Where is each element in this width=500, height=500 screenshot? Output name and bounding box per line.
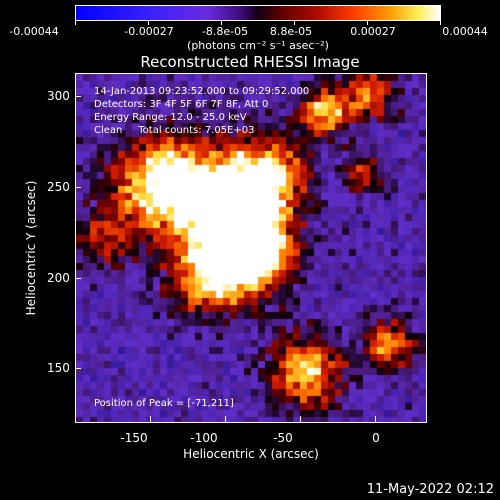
plot-title: Reconstructed RHESSI Image (140, 53, 360, 71)
y-axis-label: Heliocentric Y (arcsec) (24, 180, 38, 316)
colorbar-tick (294, 21, 295, 25)
x-tick-mark (300, 416, 301, 422)
x-tick-mark (375, 416, 376, 422)
info-line-energy-range: Energy Range: 12.0 - 25.0 keV (94, 112, 247, 123)
colorbar-tick-label: -8.8e-05 (201, 25, 249, 38)
colorbar (75, 5, 441, 25)
colorbar-tick-label: -0.00027 (124, 25, 174, 38)
render-timestamp: 11-May-2022 02:12 (366, 482, 494, 497)
colorbar-tick (148, 21, 149, 25)
colorbar-tick (367, 21, 368, 25)
colorbar-tick-label: 0.00027 (350, 25, 396, 38)
y-tick-mark (75, 368, 81, 369)
y-tick-label: 200 (47, 271, 70, 285)
x-tick-mark (225, 416, 226, 422)
y-tick-label: 300 (47, 89, 70, 103)
info-line-counts: Clean Total counts: 7.05E+03 (94, 125, 255, 136)
info-line-time-range: 14-Jan-2013 09:23:52.000 to 09:29:52.000 (94, 86, 310, 97)
colorbar-units-label: (photons cm⁻² s⁻¹ asec⁻²) (187, 39, 329, 52)
colorbar-tick (221, 21, 222, 25)
y-tick-mark (75, 187, 81, 188)
y-tick-label: 150 (47, 361, 70, 375)
colorbar-tick (75, 21, 76, 25)
image-plot-area: 14-Jan-2013 09:23:52.000 to 09:29:52.000… (75, 73, 427, 423)
y-tick-mark (75, 96, 81, 97)
colorbar-gradient (75, 5, 441, 21)
x-axis-label: Heliocentric X (arcsec) (183, 447, 319, 461)
solar-flare-heatmap (76, 74, 426, 422)
colorbar-tick-label: -0.00044 (9, 25, 59, 38)
info-line-detectors: Detectors: 3F 4F 5F 6F 7F 8F, Att 0 (94, 99, 269, 110)
y-tick-mark (75, 278, 81, 279)
peak-position-label: Position of Peak = [-71,211] (94, 398, 234, 409)
colorbar-tick (440, 21, 441, 25)
x-tick-label: -50 (273, 431, 293, 445)
colorbar-tick-label: 0.00044 (442, 25, 488, 38)
y-tick-label: 250 (47, 180, 70, 194)
x-tick-label: 0 (372, 431, 380, 445)
colorbar-tick-label: 8.8e-05 (269, 25, 313, 38)
x-tick-label: -150 (120, 431, 148, 445)
x-tick-mark (150, 416, 151, 422)
x-tick-label: -100 (190, 431, 218, 445)
